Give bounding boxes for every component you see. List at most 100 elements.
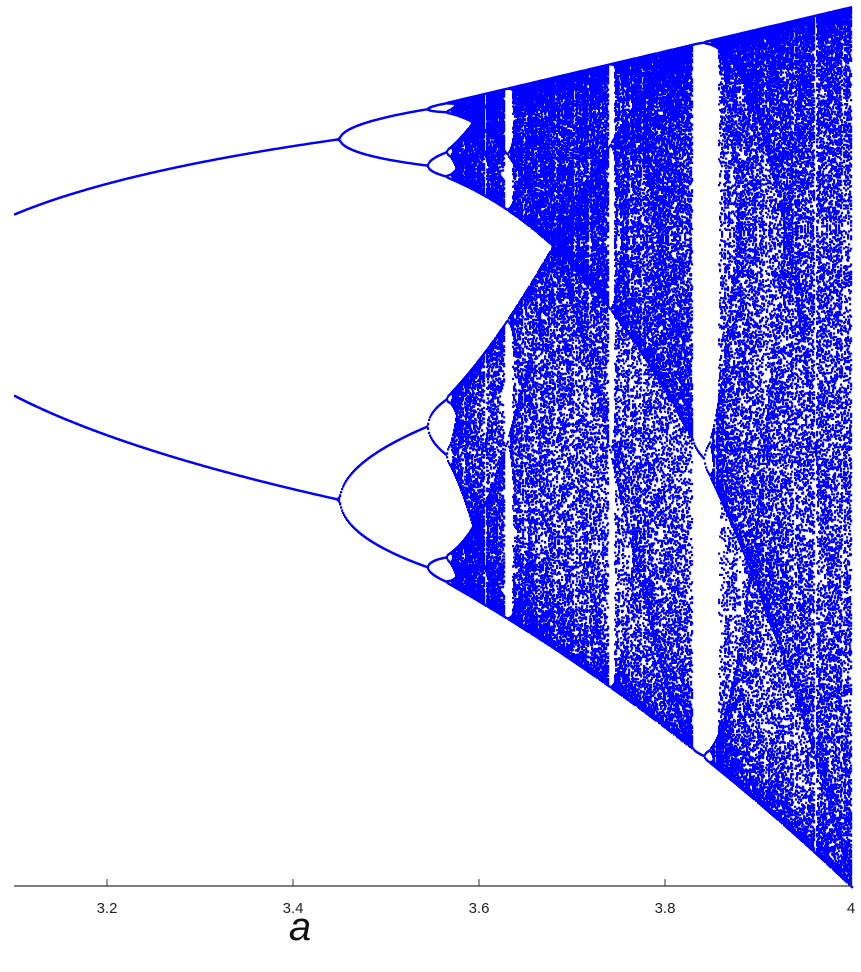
orbit-points-column	[255, 151, 258, 482]
orbit-points-column	[580, 70, 583, 668]
orbit-points-column	[142, 173, 145, 449]
orbit-points-column	[172, 167, 175, 459]
orbit-points-column	[372, 119, 375, 544]
orbit-points-column	[352, 126, 355, 529]
orbit-points-column	[808, 16, 811, 849]
orbit-points-column	[784, 21, 787, 827]
orbit-points-column	[38, 203, 41, 409]
orbit-points-column	[151, 171, 154, 452]
orbit-points-column	[370, 120, 373, 543]
orbit-points-column	[295, 144, 298, 491]
orbit-points-column	[782, 22, 785, 824]
orbit-points-column	[112, 181, 115, 439]
orbit-points-column	[513, 86, 516, 624]
orbit-points-column	[687, 45, 690, 746]
orbit-points-column	[53, 198, 56, 416]
orbit-points-column	[714, 38, 717, 768]
orbit-points-column	[739, 32, 742, 789]
orbit-points-column	[71, 192, 74, 423]
orbit-points-column	[159, 169, 162, 455]
orbit-points-column	[308, 142, 311, 494]
orbit-points-column	[30, 206, 33, 406]
orbit-points-column	[378, 118, 381, 547]
orbit-points-column	[686, 45, 689, 746]
orbit-points-column	[424, 108, 427, 568]
orbit-points-column	[273, 148, 276, 486]
orbit-points-column	[389, 115, 392, 553]
orbit-points-column	[212, 158, 215, 470]
orbit-points-column	[396, 113, 399, 557]
orbit-points-column	[24, 209, 27, 403]
orbit-points-column	[166, 168, 169, 457]
orbit-points-column	[823, 12, 826, 862]
orbit-points-column	[269, 148, 272, 485]
orbit-points-column	[607, 63, 610, 687]
orbit-points-column	[707, 40, 710, 763]
orbit-points-column	[821, 13, 824, 861]
orbit-points-column	[49, 199, 52, 414]
orbit-points-column	[392, 114, 395, 555]
orbit-points-column	[128, 177, 131, 444]
orbit-points-column	[846, 7, 849, 884]
orbit-points-column	[256, 151, 259, 482]
orbit-points-column	[125, 177, 128, 444]
orbit-points-column	[140, 174, 143, 448]
orbit-points-column	[290, 145, 293, 490]
orbit-points-column	[349, 127, 352, 525]
orbit-points-column	[102, 183, 105, 435]
orbit-points-column	[536, 80, 539, 639]
orbit-points-column	[501, 88, 504, 617]
orbit-points-column	[517, 85, 520, 627]
orbit-points-column	[615, 61, 618, 693]
orbit-points-column	[238, 154, 241, 477]
orbit-points-column	[63, 195, 67, 421]
orbit-points-column	[143, 173, 146, 449]
orbit-points-column	[339, 136, 342, 506]
orbit-points-column	[415, 110, 418, 565]
orbit-points-column	[318, 141, 321, 497]
orbit-points-column	[367, 121, 370, 541]
orbit-points-column	[144, 173, 147, 450]
orbit-points-column	[838, 9, 841, 877]
orbit-points-column	[66, 194, 69, 421]
orbit-points-column	[710, 39, 713, 765]
orbit-points-column	[32, 206, 35, 407]
orbit-points-column	[173, 166, 176, 459]
orbit-points-column	[20, 210, 23, 401]
orbit-points-column	[287, 145, 290, 490]
orbit-points-column	[278, 147, 281, 487]
orbit-points-column	[650, 53, 653, 718]
orbit-points-column	[205, 160, 208, 468]
orbit-points-column	[462, 98, 465, 594]
orbit-points-column	[249, 152, 252, 480]
orbit-points-column	[92, 186, 95, 432]
orbit-points-column	[376, 118, 379, 546]
orbit-points-column	[305, 143, 308, 494]
orbit-points-column	[84, 188, 87, 429]
orbit-points-column	[225, 156, 228, 474]
orbit-points-column	[601, 65, 604, 683]
orbit-points-column	[280, 147, 283, 488]
orbit-points-column	[649, 53, 652, 718]
orbit-points-column	[247, 152, 250, 480]
orbit-points-column	[150, 171, 153, 452]
orbit-points-column	[343, 131, 346, 517]
orbit-points-column	[435, 104, 438, 578]
orbit-points-column	[68, 193, 71, 422]
orbit-points-column	[331, 139, 334, 500]
orbit-points-column	[106, 182, 109, 437]
orbit-points-column	[257, 150, 260, 482]
orbit-points-column	[76, 191, 79, 425]
orbit-points-column	[824, 12, 827, 863]
orbit-points-column	[794, 19, 797, 836]
orbit-points-column	[274, 147, 277, 486]
orbit-points-column	[264, 149, 267, 484]
orbit-points-column	[405, 112, 408, 561]
orbit-points-column	[587, 68, 590, 673]
orbit-points-column	[214, 158, 217, 471]
orbit-points-column	[792, 20, 795, 835]
orbit-points-column	[284, 146, 287, 489]
orbit-points-column	[27, 207, 30, 404]
orbit-points-column	[381, 117, 384, 549]
orbit-points-column	[119, 179, 122, 441]
